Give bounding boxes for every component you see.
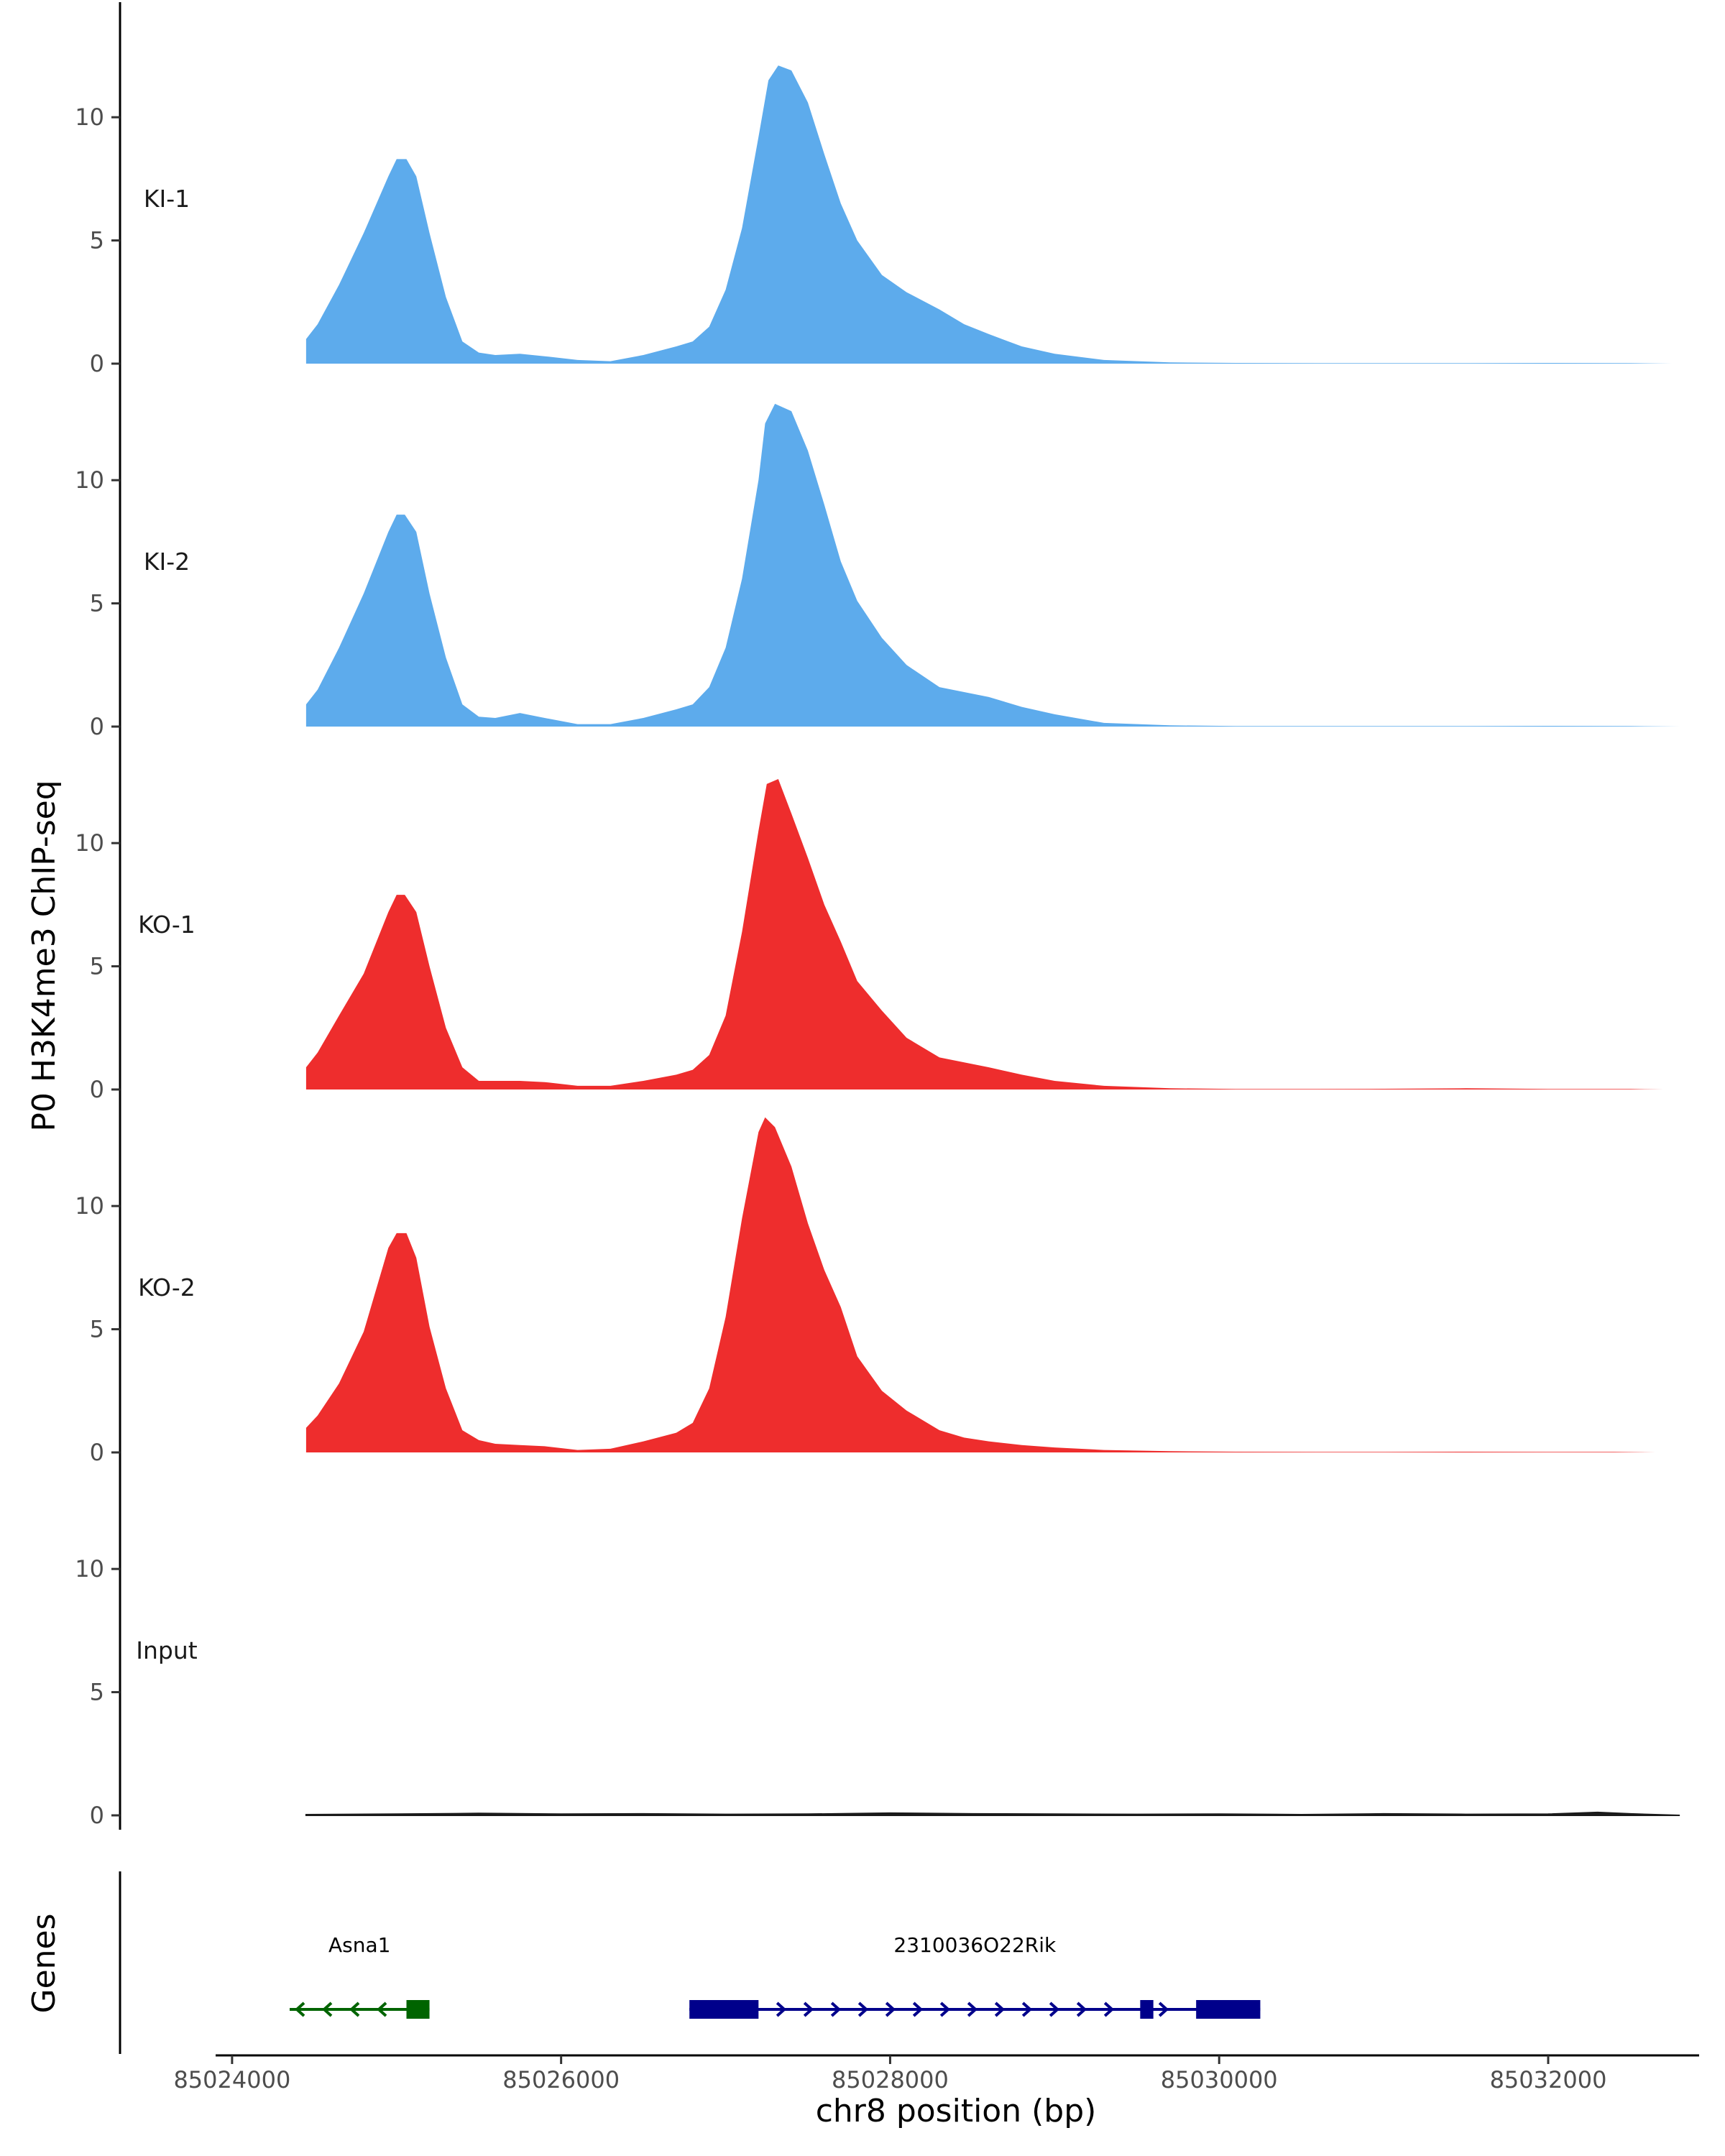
x-tick-label: 85030000 bbox=[1161, 2066, 1278, 2093]
track-label-ki-1: KI-1 bbox=[144, 185, 190, 213]
x-tick-label: 85026000 bbox=[502, 2066, 620, 2093]
x-axis-title: chr8 position (bp) bbox=[816, 2093, 1097, 2129]
track-ki-1: 0 5 10 KI-1 bbox=[75, 2, 1672, 378]
coverage-area-ko-2 bbox=[305, 1117, 1655, 1452]
gene-asna1-strand-arrow bbox=[322, 2001, 333, 2017]
gene-2310036o22rik-strand-arrow bbox=[1103, 2001, 1115, 2017]
track-label-ko-1: KO-1 bbox=[138, 911, 196, 939]
gene-2310036o22rik-strand-arrow bbox=[967, 2001, 978, 2017]
x-axis: 85024000 85026000 85028000 85030000 85032000 bbox=[173, 2054, 1699, 2093]
gene-2310036o22rik-strand-arrow bbox=[912, 2001, 924, 2017]
gene-2310036o22rik-strand-arrow bbox=[830, 2001, 842, 2017]
track-ki-2: 0 5 10 KI-2 bbox=[75, 365, 1680, 741]
gene-label-2310036o22rik: 2310036O22Rik bbox=[893, 1933, 1057, 1957]
coverage-area-ki-1 bbox=[305, 65, 1672, 364]
x-tick-label: 85032000 bbox=[1490, 2066, 1607, 2093]
gene-2310036o22rik-strand-arrow bbox=[939, 2001, 951, 2017]
track-ko-1-y-tick-label: 5 bbox=[90, 953, 104, 980]
y-axis-title: P0 H3K4me3 ChIP-seq bbox=[26, 780, 63, 1131]
track-ko-2-y-tick-label: 10 bbox=[75, 1192, 104, 1220]
gene-2310036o22rik-strand-arrow bbox=[885, 2001, 896, 2017]
gene-2310036o22rik-strand-arrow bbox=[1076, 2001, 1087, 2017]
x-tick-label: 85024000 bbox=[173, 2066, 290, 2093]
track-ko-2: 0 5 10 KO-2 bbox=[75, 1091, 1655, 1467]
track-input-y-tick-label: 10 bbox=[75, 1555, 104, 1583]
coverage-area-ki-2 bbox=[305, 403, 1680, 727]
track-input: 0 5 10 Input bbox=[75, 1454, 1680, 1830]
track-label-ki-2: KI-2 bbox=[144, 548, 190, 576]
gene-2310036o22rik-exon-2 bbox=[1140, 2000, 1154, 2019]
gene-2310036o22rik-strand-arrow bbox=[1049, 2001, 1060, 2017]
x-tick-label: 85028000 bbox=[832, 2066, 949, 2093]
gene-asna1-strand-arrow bbox=[295, 2001, 305, 2017]
gene-2310036o22rik-strand-arrow bbox=[994, 2001, 1006, 2017]
gene-asna1: Asna1 bbox=[290, 1933, 430, 2019]
gene-2310036o22rik: 2310036O22Rik bbox=[689, 1933, 1261, 2019]
gene-annotation-track: Asna1 2310036O22Rik bbox=[119, 1871, 1261, 2054]
track-ki-1-y-tick-label: 5 bbox=[90, 227, 104, 254]
gene-2310036o22rik-strand-arrow bbox=[1021, 2001, 1033, 2017]
track-label-ko-2: KO-2 bbox=[138, 1273, 196, 1302]
track-ko-2-y-tick-label: 0 bbox=[90, 1439, 104, 1466]
track-ko-1: 0 5 10 KO-1 bbox=[75, 728, 1664, 1104]
coverage-area-ko-1 bbox=[305, 779, 1664, 1089]
track-input-y-tick-label: 0 bbox=[90, 1802, 104, 1829]
gene-asna1-exon-1 bbox=[406, 2000, 430, 2019]
genes-track-title: Genes bbox=[26, 1913, 63, 2013]
track-ki-1-y-tick-label: 10 bbox=[75, 103, 104, 131]
gene-label-asna1: Asna1 bbox=[328, 1933, 390, 1957]
gene-asna1-strand-arrow bbox=[377, 2001, 387, 2017]
gene-2310036o22rik-strand-arrow bbox=[776, 2001, 787, 2017]
track-input-y-tick-label: 5 bbox=[90, 1679, 104, 1706]
track-label-input: Input bbox=[136, 1636, 198, 1664]
gene-2310036o22rik-strand-arrow bbox=[857, 2001, 869, 2017]
track-ko-2-y-tick-label: 5 bbox=[90, 1316, 104, 1343]
gene-asna1-strand-arrow bbox=[349, 2001, 360, 2017]
track-ki-2-y-tick-label: 10 bbox=[75, 466, 104, 494]
gene-2310036o22rik-strand-arrow bbox=[1158, 2001, 1169, 2017]
coverage-tracks: 0 5 10 KI-1 0 5 10 KI-2 0 5 10 KO-1 0 5 10 KO-2 0 5 10 Inpu… bbox=[75, 2, 1680, 1830]
track-ki-1-y-tick-label: 0 bbox=[90, 350, 104, 377]
coverage-area-input bbox=[305, 1811, 1680, 1816]
gene-2310036o22rik-exon-3 bbox=[1196, 2000, 1261, 2019]
track-ko-1-y-tick-label: 0 bbox=[90, 1076, 104, 1103]
track-ko-1-y-tick-label: 10 bbox=[75, 829, 104, 857]
gene-2310036o22rik-strand-arrow bbox=[803, 2001, 814, 2017]
track-ki-2-y-tick-label: 0 bbox=[90, 713, 104, 740]
track-ki-2-y-tick-label: 5 bbox=[90, 590, 104, 617]
gene-2310036o22rik-exon-1 bbox=[689, 2000, 759, 2019]
